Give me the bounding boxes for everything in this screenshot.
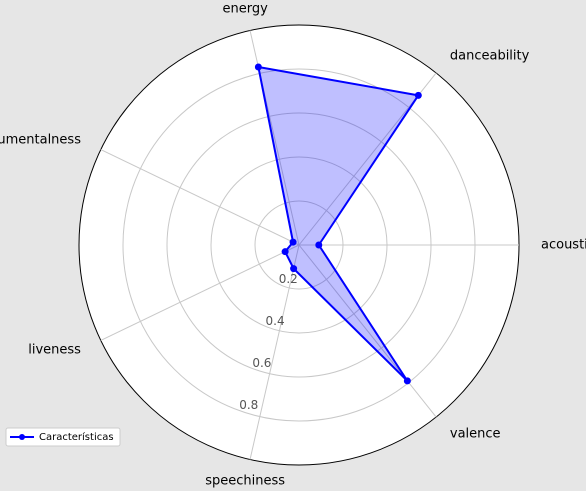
data-point <box>403 377 411 385</box>
axis-spoke <box>100 149 300 246</box>
data-point <box>281 248 289 256</box>
category-label: valence <box>450 427 501 442</box>
axis-spoke <box>100 244 300 341</box>
axis-spoke <box>298 244 437 418</box>
series-line <box>257 65 421 382</box>
data-point <box>414 91 422 99</box>
category-label: liveness <box>28 342 81 357</box>
category-label: danceability <box>450 48 530 63</box>
radial-tick-label: 0.8 <box>239 398 258 412</box>
data-point <box>315 241 323 249</box>
category-label: instrumentalness <box>0 133 81 148</box>
series-area <box>258 66 419 381</box>
category-label: speechiness <box>205 473 285 488</box>
category-label: energy <box>223 2 269 17</box>
radial-tick-label: 0.4 <box>266 314 285 328</box>
category-label: acousticness <box>541 238 586 253</box>
radial-tick-label: 0.2 <box>279 272 298 286</box>
legend-label: Características <box>39 431 114 443</box>
radial-tick-label: 0.6 <box>252 356 271 370</box>
legend-box <box>5 427 121 447</box>
legend-marker <box>19 434 25 440</box>
axis-spoke <box>249 244 300 460</box>
data-point <box>254 63 262 71</box>
data-point <box>289 238 297 246</box>
data-point <box>290 265 298 273</box>
